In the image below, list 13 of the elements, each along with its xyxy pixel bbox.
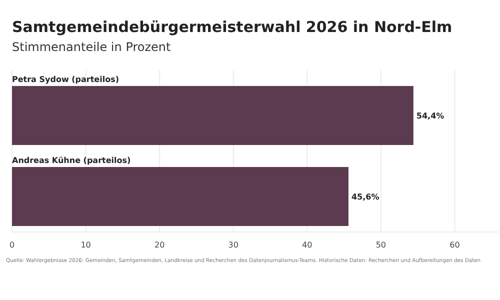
chart-subtitle: Stimmenanteile in Prozent — [12, 40, 172, 54]
x-tick-label: 30 — [228, 240, 238, 250]
x-tick-label: 50 — [376, 240, 386, 250]
data-label: 54,4% — [416, 112, 444, 120]
y-tick-label: Petra Sydow (parteilos) — [12, 75, 119, 84]
y-tick-label: Andreas Kühne (parteilos) — [12, 156, 131, 165]
x-tick-label: 60 — [450, 240, 460, 250]
x-tick-label: 0 — [9, 240, 15, 250]
x-tick-label: 40 — [302, 240, 312, 250]
data-label: 45,6% — [351, 192, 380, 202]
x-tick-label: 20 — [154, 240, 165, 250]
x-tick-label: 10 — [80, 240, 91, 250]
chart-title: Samtgemeindebürgermeisterwahl 2026 in Nord-Elm — [12, 18, 452, 36]
